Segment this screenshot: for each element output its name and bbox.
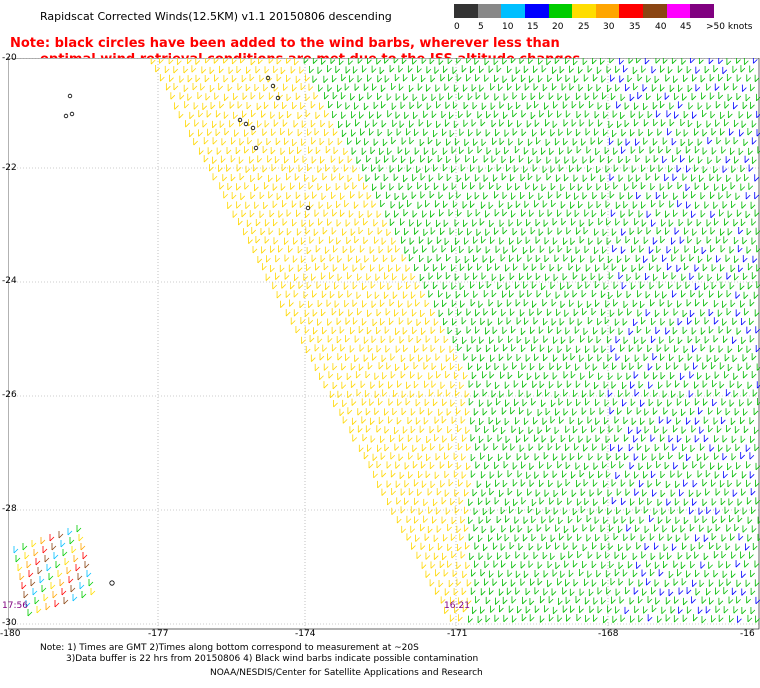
red-note-line-1: Note: black circles have been added to t… [10,36,560,51]
lon-label-165: -16 [740,629,755,639]
wind-barb-map [8,58,760,630]
lat-label-28: -28 [2,504,17,514]
legend-tick-45: 45 [680,22,692,32]
yellow-wind-barbs [150,58,472,622]
green-wind-barbs [303,58,760,624]
legend-tick-40: 40 [655,22,667,32]
lon-label-168: -168 [598,629,619,639]
lat-label-24: -24 [2,276,17,286]
lat-label-30: -30 [2,618,17,628]
legend-tick-20: 20 [552,22,564,32]
legend-tick-0: 0 [454,22,460,32]
legend-swatch [477,4,502,18]
legend-tick-35: 35 [629,22,641,32]
map-title: Rapidscat Corrected Winds(12.5KM) v1.1 2… [40,10,392,23]
legend-tick-15: 15 [527,22,539,32]
lat-label-26: -26 [2,390,17,400]
legend-swatch [501,4,525,18]
legend-tick-50-knots: >50 knots [706,22,753,32]
footer-note-line-2: 3)Data buffer is 22 hrs from 20150806 4)… [66,654,479,664]
color-scale-bar [454,4,715,18]
blue-wind-barbs [607,58,760,624]
legend-swatch [572,4,596,18]
legend-tick-30: 30 [603,22,615,32]
legend-tick-10: 10 [502,22,514,32]
lat-label-22: -22 [2,163,17,173]
time-label-left: 17:56 [2,601,28,611]
lon-label-177: -177 [148,629,169,639]
legend-swatch [643,4,667,18]
legend-tick-5: 5 [478,22,484,32]
footer-note-line-1: Note: 1) Times are GMT 2)Times along bot… [40,643,419,653]
legend-swatch [524,4,549,18]
legend-tick-25: 25 [578,22,590,32]
legend-swatch [548,4,573,18]
island-outlines [63,75,311,586]
time-label-center: 16:21 [444,601,470,611]
legend-swatch [454,4,478,18]
legend-swatch [666,4,691,18]
legend-swatch [690,4,715,18]
lon-label-180: -180 [0,629,21,639]
lon-label-174: -174 [295,629,316,639]
lat-label-20: -20 [2,53,17,63]
footer-credit: NOAA/NESDIS/Center for Satellite Applica… [210,668,483,678]
lat-lon-grid [8,58,760,630]
legend: 0 5 10 15 20 25 30 35 40 45 >50 knots [454,4,758,38]
lon-label-171: -171 [447,629,468,639]
corner-wind-barbs [13,525,96,617]
legend-swatch [595,4,620,18]
legend-swatch [619,4,644,18]
